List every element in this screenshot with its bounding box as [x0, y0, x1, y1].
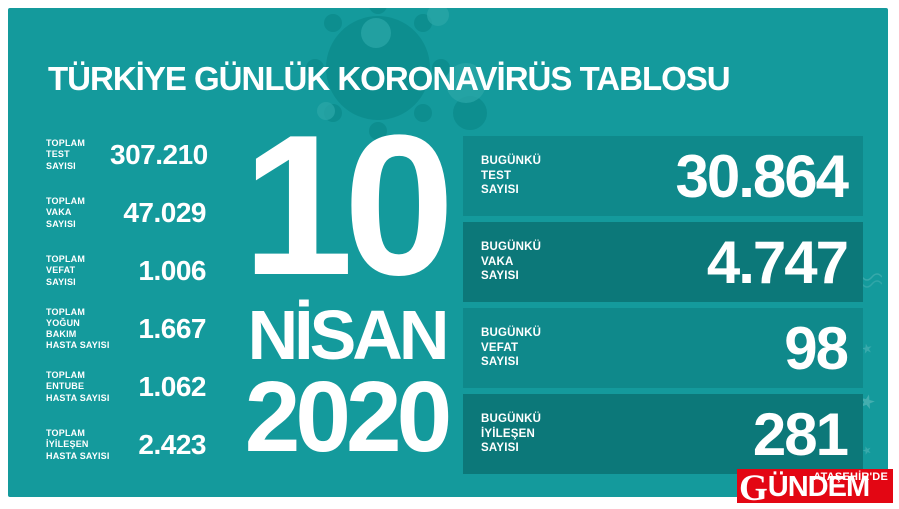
total-label: TOPLAM TEST SAYISI	[46, 138, 86, 171]
daily-label: BUGÜNKÜ TEST SAYISI	[481, 154, 542, 197]
total-row-vaka: TOPLAM VAKA SAYISI 47.029	[46, 184, 207, 242]
daily-label: BUGÜNKÜ İYİLEŞEN SAYISI	[481, 412, 542, 455]
total-label: TOPLAM YOĞUN BAKIM HASTA SAYISI	[46, 306, 110, 351]
total-row-iyilesen: TOPLAM İYİLEŞEN HASTA SAYISI 2.423	[46, 416, 207, 474]
date-block: 10 NİSAN 2020	[241, 94, 456, 473]
daily-box-test: BUGÜNKÜ TEST SAYISI 30.864	[463, 136, 863, 216]
daily-label: BUGÜNKÜ VEFAT SAYISI	[481, 326, 542, 369]
total-value: 47.029	[123, 197, 206, 228]
total-label: TOPLAM VAKA SAYISI	[46, 196, 86, 229]
total-value: 1.667	[138, 313, 206, 344]
total-row-entube: TOPLAM ENTUBE HASTA SAYISI 1.062	[46, 358, 207, 416]
logo-location: ATAŞEHİR'DE	[813, 471, 888, 483]
date-day: 10	[242, 94, 454, 317]
total-value: 1.062	[138, 371, 206, 402]
total-row-vefat: TOPLAM VEFAT SAYISI 1.006	[46, 242, 207, 300]
daily-box-iyilesen: BUGÜNKÜ İYİLEŞEN SAYISI 281	[463, 394, 863, 474]
daily-value: 30.864	[675, 142, 849, 210]
daily-box-vaka: BUGÜNKÜ VAKA SAYISI 4.747	[463, 222, 863, 302]
logo-name-rest: ÜNDEM	[767, 471, 870, 504]
daily-label: BUGÜNKÜ VAKA SAYISI	[481, 240, 542, 283]
logo-name: GÜNDEM	[739, 470, 870, 507]
daily-value: 4.747	[706, 228, 849, 296]
daily-value: 98	[784, 314, 849, 382]
gundem-logo: ATAŞEHİR'DE GÜNDEM	[737, 469, 893, 507]
total-value: 2.423	[138, 429, 206, 460]
totals-list: TOPLAM TEST SAYISI 307.210 TOPLAM VAKA S…	[46, 126, 208, 474]
date-year: 2020	[244, 361, 452, 473]
total-label: TOPLAM VEFAT SAYISI	[46, 254, 86, 287]
daily-box-vefat: BUGÜNKÜ VEFAT SAYISI 98	[463, 308, 863, 388]
total-value: 1.006	[138, 255, 206, 286]
total-row-yogun-bakim: TOPLAM YOĞUN BAKIM HASTA SAYISI 1.667	[46, 300, 207, 358]
daily-value: 281	[752, 400, 849, 468]
infographic-canvas: ★ ★ ★ TÜRKİYE GÜNLÜK KORONAVİRÜS TABLOSU…	[8, 8, 888, 497]
date-month: NİSAN	[247, 296, 450, 374]
total-label: TOPLAM ENTUBE HASTA SAYISI	[46, 370, 110, 403]
total-value: 307.210	[110, 139, 208, 170]
total-label: TOPLAM İYİLEŞEN HASTA SAYISI	[46, 428, 110, 461]
total-row-test: TOPLAM TEST SAYISI 307.210	[46, 126, 208, 184]
daily-list: BUGÜNKÜ TEST SAYISI 30.864 BUGÜNKÜ VAKA …	[463, 136, 863, 474]
logo-initial: G	[739, 468, 768, 509]
page-title: TÜRKİYE GÜNLÜK KORONAVİRÜS TABLOSU	[48, 60, 731, 97]
